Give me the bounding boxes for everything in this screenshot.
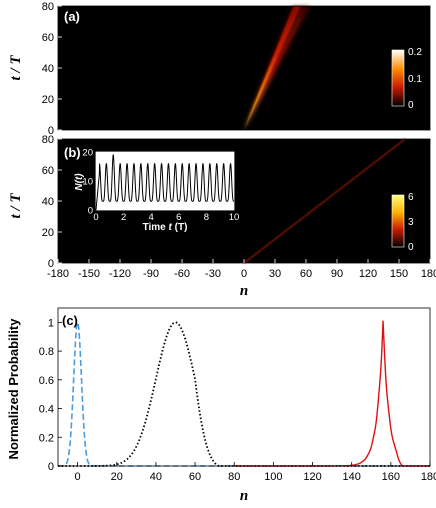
panel-a-colorbar: [391, 49, 405, 107]
x-tick-label: 80: [228, 471, 240, 483]
panel-b-colorbar: [391, 194, 405, 248]
inset-x-tick-label: 6: [176, 212, 181, 223]
y-tick-label: 60: [42, 165, 54, 177]
inset-x-tick-label: 2: [121, 212, 126, 223]
inset-plot: 0 2 4 6 8 10 0 10 20 N(t) Time t (T): [74, 148, 239, 234]
x-tick-label: -180: [47, 268, 69, 280]
colorbar-b-tick-2: 0: [408, 242, 414, 253]
colorbar-a-tick-1: 0.1: [408, 74, 422, 85]
x-tick-label: 30: [269, 268, 281, 280]
inset-x-tick-label: 0: [93, 212, 98, 223]
x-tick-label: 180: [421, 471, 436, 483]
x-tick-label: 0: [75, 471, 81, 483]
x-tick-label: 90: [331, 268, 343, 280]
y-tick-label: 80: [42, 134, 54, 146]
inset-x-tick-label: 10: [229, 212, 240, 223]
panel-c-label: (c): [62, 313, 78, 328]
colorbar-a-tick-2: 0: [408, 100, 414, 111]
panel-b-x-ticks: -180 -150 -120 -90 -60 -30 0 30 60 90 120 150 180: [47, 259, 436, 280]
inset-y-tick-label: 20: [82, 148, 93, 159]
panel-c-x-label: n: [240, 488, 248, 504]
inset-series-line: [95, 154, 234, 211]
panel-c-y-ticks: 0 0.2 0.4 0.6 0.8 1: [39, 317, 62, 473]
inset-x-tick-label: 8: [204, 212, 209, 223]
panel-b-label: (b): [64, 145, 81, 160]
panel-a-y-ticks: 0 20 40 60 80: [42, 1, 62, 137]
panel-b-x-label: n: [240, 283, 248, 299]
y-tick-label: 0: [48, 125, 54, 137]
panel-a-label: (a): [64, 9, 80, 24]
panel-b-beam-line: [243, 138, 406, 264]
panel-a-beam-core: [244, 6, 301, 130]
colorbar-b-tick-0: 6: [408, 192, 414, 203]
panel-b-y-ticks: 0 20 40 60 80: [42, 134, 62, 270]
panel-a: (a) 0.2 0.1 0 0 20 40 60 80 t / T: [8, 1, 431, 137]
y-tick-label: 0.6: [39, 375, 54, 387]
colorbar-a-tick-0: 0.2: [408, 47, 422, 58]
x-tick-label: 150: [390, 268, 408, 280]
panel-c-x-ticks: 0 20 40 60 80 100 120 140 160 180: [75, 462, 436, 483]
x-tick-label: 180: [421, 268, 436, 280]
inset-ticks: 0 2 4 6 8 10 0 10 20: [82, 148, 239, 224]
y-tick-label: 1: [48, 317, 54, 329]
panel-c-y-label: Normalized Probability: [6, 318, 21, 460]
y-tick-label: 0: [48, 258, 54, 270]
x-tick-label: 40: [150, 471, 162, 483]
y-tick-label: 20: [42, 227, 54, 239]
inset-x-label: Time t (T): [143, 222, 188, 233]
x-tick-label: 60: [300, 268, 312, 280]
inset-x-tick-label: 4: [149, 212, 154, 223]
panel-b-beam: [243, 138, 406, 264]
y-tick-label: 0.8: [39, 346, 54, 358]
x-tick-label: -150: [78, 268, 100, 280]
x-tick-label: -90: [143, 268, 159, 280]
y-tick-label: 40: [42, 196, 54, 208]
x-tick-label: 100: [264, 471, 282, 483]
y-tick-label: 40: [42, 63, 54, 75]
x-tick-label: -30: [205, 268, 221, 280]
y-tick-label: 0.2: [39, 432, 54, 444]
y-tick-label: 0: [48, 461, 54, 473]
x-tick-label: 120: [359, 268, 377, 280]
x-tick-label: 160: [382, 471, 400, 483]
x-tick-label: 120: [303, 471, 321, 483]
inset-y-tick-label: 0: [88, 206, 93, 217]
panel-c-frame: [57, 307, 431, 467]
x-tick-label: -120: [109, 268, 131, 280]
y-tick-label: 20: [42, 94, 54, 106]
y-tick-label: 60: [42, 32, 54, 44]
panel-b-y-label: t / T: [8, 193, 24, 219]
x-tick-label: 140: [343, 471, 361, 483]
inset-y-label: N(t): [74, 173, 85, 191]
panel-a-y-label: t / T: [8, 55, 24, 81]
inset-y-tick-label: 10: [82, 177, 93, 188]
x-tick-label: -60: [174, 268, 190, 280]
panel-c-plot-area: [58, 308, 430, 466]
panel-a-beam-glow: [244, 6, 311, 130]
y-tick-label: 80: [42, 1, 54, 13]
panel-c: (c) 0 0.2 0.4 0.6 0.8 1 0 20 40 60 80 100 120 140 160…: [6, 307, 436, 504]
x-tick-label: 20: [111, 471, 123, 483]
colorbar-b-tick-1: 3: [408, 217, 414, 228]
x-tick-label: 60: [189, 471, 201, 483]
y-tick-label: 0.4: [39, 404, 54, 416]
panel-a-beam: [244, 6, 311, 130]
x-tick-label: 0: [241, 268, 247, 280]
panel-a-heatmap-background: [58, 6, 430, 130]
